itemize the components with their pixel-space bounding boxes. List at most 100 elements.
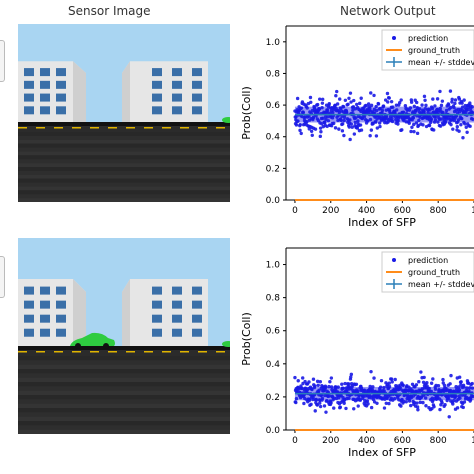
prediction-point — [459, 123, 463, 127]
window — [24, 314, 34, 323]
x-tick-label: 200 — [322, 206, 339, 216]
prediction-point — [447, 394, 451, 398]
prediction-point — [368, 134, 372, 138]
y-axis-label: Prob(Coll) — [240, 312, 253, 366]
ground-band — [18, 412, 230, 417]
prediction-point — [416, 408, 420, 412]
prediction-point — [321, 97, 325, 102]
lane-marking — [36, 127, 45, 129]
lane-marking — [126, 351, 135, 353]
building-right-side — [122, 61, 130, 122]
building-left — [18, 61, 86, 122]
prediction-point — [311, 115, 316, 120]
prediction-point — [372, 376, 376, 380]
lane-marking — [144, 351, 153, 353]
y-tick-label: 0.4 — [266, 360, 281, 370]
window — [172, 286, 182, 295]
legend-entry: ground_truth — [408, 268, 460, 277]
prediction-point — [342, 115, 347, 120]
window — [40, 93, 50, 102]
window — [40, 286, 50, 295]
legend-entry: mean +/- stddev — [408, 280, 474, 289]
prediction-point — [387, 384, 392, 389]
prediction-point — [331, 111, 335, 115]
building-right — [122, 279, 208, 346]
lane-marking — [90, 351, 99, 353]
prediction-point — [375, 401, 379, 405]
prediction-point — [429, 381, 434, 385]
ground-band — [18, 143, 230, 148]
side-handle-top[interactable] — [0, 40, 5, 82]
sensor-image-top — [18, 24, 230, 202]
prediction-point — [415, 131, 420, 136]
prediction-point — [342, 401, 346, 405]
prediction-point — [398, 386, 402, 390]
prediction-point — [368, 106, 372, 110]
prediction-point — [371, 385, 375, 389]
window — [40, 300, 50, 309]
ground-band — [18, 151, 230, 156]
prediction-point — [313, 127, 318, 131]
window — [192, 93, 202, 102]
window — [152, 286, 162, 295]
prediction-point — [346, 382, 351, 386]
prediction-point — [408, 106, 413, 110]
prediction-point — [295, 96, 300, 101]
prediction-point — [470, 386, 474, 390]
prediction-point — [431, 377, 435, 381]
prediction-point — [436, 384, 441, 388]
lane-marking — [126, 127, 135, 129]
prediction-point — [346, 102, 350, 107]
prediction-point — [382, 385, 386, 390]
prediction-point — [355, 126, 360, 130]
prediction-point — [329, 376, 334, 380]
prediction-point — [412, 122, 416, 127]
prediction-point — [315, 102, 320, 107]
legend-entry: ground_truth — [408, 46, 460, 55]
ground-band — [18, 190, 230, 195]
ground-band — [18, 132, 230, 136]
window — [40, 328, 50, 337]
prediction-point — [394, 103, 399, 107]
ground-band — [18, 155, 230, 160]
prediction-point — [349, 122, 354, 126]
prediction-point — [296, 119, 300, 123]
ground-band — [18, 373, 230, 378]
prediction-point — [322, 404, 327, 408]
prediction-point — [446, 396, 451, 401]
prediction-point — [393, 377, 397, 382]
window — [40, 68, 50, 77]
prediction-point — [400, 128, 404, 132]
prediction-point — [318, 401, 322, 405]
prediction-point — [452, 399, 456, 403]
y-tick-label: 0.6 — [266, 327, 281, 337]
prediction-point — [320, 105, 324, 110]
ground-band — [18, 425, 230, 430]
prediction-point — [317, 107, 322, 111]
prediction-point — [460, 116, 464, 121]
side-handle-bottom[interactable] — [0, 256, 5, 298]
prediction-point — [328, 380, 332, 384]
prediction-point — [309, 402, 313, 407]
prediction-point — [338, 405, 343, 409]
window — [192, 68, 202, 77]
prediction-point — [453, 101, 457, 106]
prediction-point — [374, 134, 379, 138]
legend-entry: prediction — [408, 34, 448, 43]
ground-band — [18, 421, 230, 426]
ground-band — [18, 416, 230, 421]
x-tick-label: 600 — [394, 436, 411, 446]
prediction-point — [378, 385, 383, 389]
prediction-point — [376, 102, 381, 106]
prediction-point — [427, 386, 431, 391]
prediction-point — [329, 401, 333, 405]
prediction-point — [401, 383, 405, 388]
prediction-point — [374, 120, 378, 124]
road-edge — [18, 346, 230, 350]
prediction-point — [422, 375, 426, 380]
lane-marking — [18, 351, 27, 353]
prediction-point — [349, 375, 353, 379]
prediction-point — [336, 385, 340, 389]
prediction-point — [308, 95, 313, 100]
prediction-point — [366, 102, 371, 106]
